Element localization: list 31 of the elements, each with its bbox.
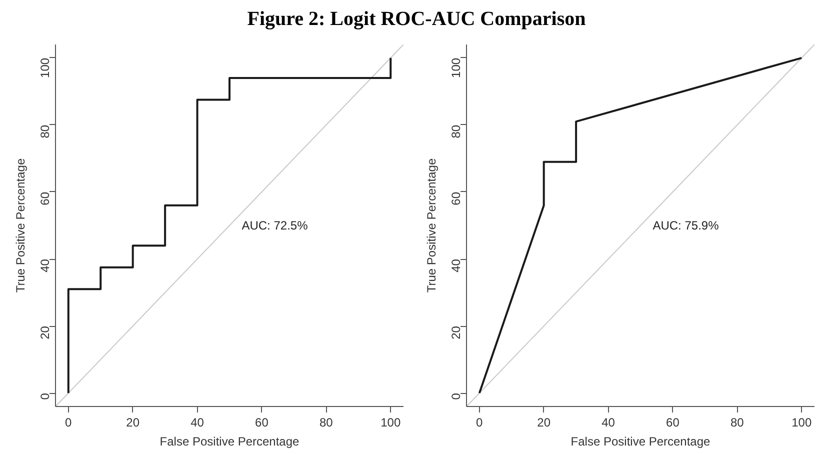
x-tick-label: 20: [126, 416, 140, 430]
annotation: AUC: 72.5%: [242, 218, 308, 233]
x-axis-title: False Positive Percentage: [570, 434, 711, 448]
x-tick-label: 20: [537, 416, 551, 430]
x-tick-label: 40: [190, 416, 204, 430]
y-tick-label: 0: [38, 392, 52, 400]
x-tick-label: 60: [666, 416, 680, 430]
y-tick-label: 20: [449, 326, 463, 340]
y-tick-label: 80: [449, 124, 463, 138]
x-tick-label: 40: [602, 416, 616, 430]
y-tick-label: 0: [449, 392, 463, 400]
x-tick-label: 60: [255, 416, 269, 430]
x-tick-label: 0: [476, 416, 484, 430]
y-axis-title: True Positive Percentage: [424, 158, 438, 293]
y-tick-label: 20: [38, 326, 52, 340]
annotation: AUC: 75.9%: [652, 218, 720, 233]
x-tick-label: 80: [730, 416, 744, 430]
x-tick-label: 0: [65, 416, 72, 430]
y-tick-label: 40: [449, 258, 463, 272]
y-tick-label: 100: [449, 58, 463, 78]
y-tick-label: 80: [38, 124, 52, 138]
y-tick-label: 100: [38, 58, 52, 78]
x-axis-title: False Positive Percentage: [160, 434, 300, 448]
y-tick-label: 40: [38, 258, 52, 272]
y-tick-label: 60: [38, 192, 52, 206]
x-tick-label: 100: [792, 416, 812, 430]
x-tick-label: 80: [319, 416, 334, 430]
y-tick-label: 60: [449, 192, 463, 206]
chart-title: Figure 2: Logit ROC-AUC Comparison: [247, 7, 586, 32]
y-axis-title: True Positive Percentage: [14, 158, 28, 293]
x-tick-label: 100: [380, 416, 401, 430]
